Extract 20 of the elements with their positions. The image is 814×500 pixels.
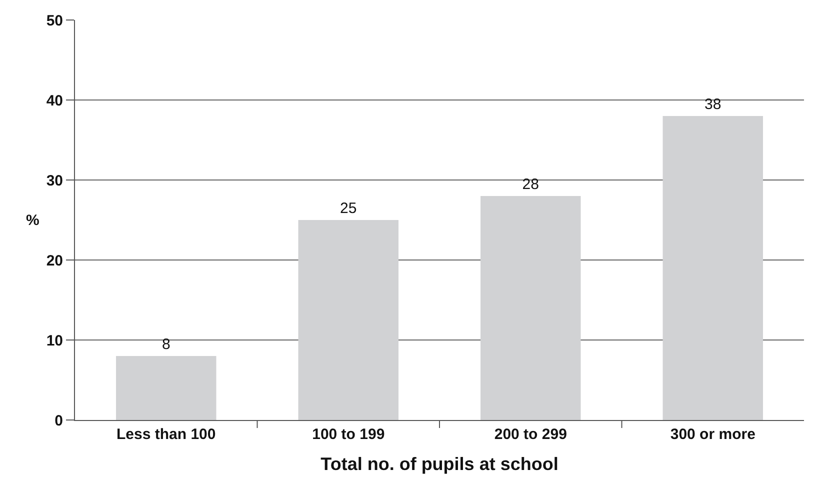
y-tick-label: 40 [46, 92, 63, 110]
data-label: 25 [340, 200, 357, 217]
data-label: 8 [162, 336, 170, 353]
bar [116, 356, 216, 420]
x-axis-title: Total no. of pupils at school [320, 454, 558, 474]
y-tick-label: 50 [46, 12, 63, 30]
x-tick-label: 300 or more [670, 426, 756, 443]
bar [480, 196, 581, 420]
bar [298, 220, 398, 420]
y-axis-title: % [26, 212, 40, 229]
y-tick-label: 10 [46, 332, 63, 350]
y-tick-label: 30 [46, 172, 63, 190]
y-tick-label: 20 [46, 252, 63, 270]
x-tick-label: 200 to 299 [494, 426, 567, 443]
data-label: 28 [522, 176, 539, 193]
bar [662, 116, 763, 420]
y-tick-label: 0 [54, 412, 63, 430]
data-label: 38 [704, 96, 722, 113]
x-tick-label: 100 to 199 [312, 426, 385, 443]
x-tick-label: Less than 100 [116, 426, 216, 443]
